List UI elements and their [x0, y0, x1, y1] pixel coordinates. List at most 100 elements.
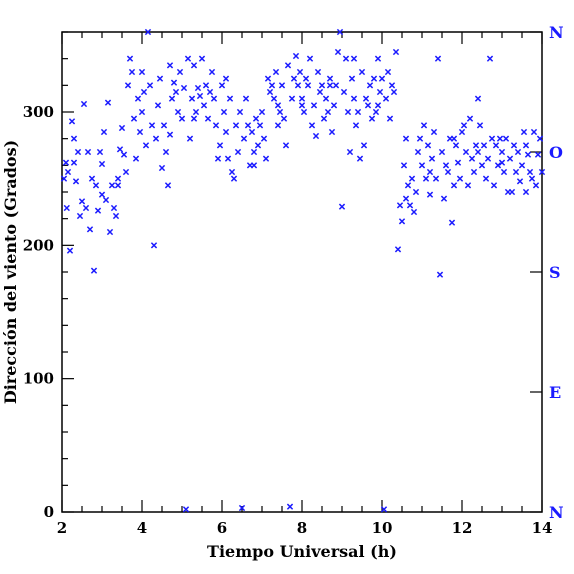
data-point — [248, 128, 256, 136]
data-point — [164, 182, 172, 189]
data-point — [104, 99, 112, 106]
data-point — [190, 62, 198, 69]
data-point — [63, 204, 70, 212]
data-point — [524, 151, 532, 158]
data-point — [360, 142, 368, 149]
data-point — [436, 271, 444, 278]
data-point — [518, 162, 526, 169]
x-tick-label: 12 — [452, 519, 473, 537]
data-point — [322, 95, 330, 102]
data-point — [166, 131, 174, 138]
data-point — [132, 155, 140, 162]
data-point — [74, 148, 82, 156]
data-point — [86, 226, 94, 233]
data-point — [356, 155, 364, 162]
data-point — [498, 148, 506, 156]
data-point — [402, 195, 410, 202]
data-point — [352, 122, 360, 129]
data-point — [386, 115, 394, 122]
data-point — [218, 82, 226, 89]
data-point — [108, 182, 116, 189]
data-point — [496, 135, 504, 142]
y-tick-label: 0 — [44, 503, 54, 521]
data-point — [426, 168, 434, 176]
data-point — [120, 151, 128, 158]
data-point — [280, 115, 288, 122]
data-point — [482, 175, 490, 182]
data-point — [138, 108, 146, 116]
data-point — [90, 267, 98, 274]
y-tick-labels: 0 100 200 300 — [23, 103, 54, 521]
data-point — [534, 151, 542, 158]
data-point — [536, 135, 544, 142]
data-point — [502, 135, 510, 142]
data-point — [392, 48, 400, 56]
data-point — [118, 124, 126, 132]
data-point — [170, 79, 178, 86]
data-point — [412, 188, 420, 196]
data-point — [354, 108, 362, 116]
data-point — [150, 242, 158, 249]
data-point — [154, 102, 162, 109]
data-point — [268, 82, 276, 89]
data-point — [398, 218, 406, 225]
data-point — [134, 95, 142, 102]
data-point — [122, 168, 130, 176]
data-point — [228, 168, 236, 176]
data-point — [70, 135, 78, 142]
data-point — [440, 195, 448, 202]
data-point — [324, 108, 332, 116]
data-point — [456, 175, 464, 182]
data-point — [274, 102, 282, 109]
x-tick-label: 10 — [372, 519, 393, 537]
data-point — [330, 102, 338, 109]
data-point — [358, 68, 366, 76]
data-point — [284, 62, 292, 69]
data-point — [168, 95, 176, 102]
data-point — [462, 148, 470, 156]
data-point — [414, 148, 422, 156]
data-point — [334, 48, 342, 56]
data-point — [472, 142, 480, 149]
data-point — [272, 68, 280, 76]
compass-label: E — [549, 383, 561, 402]
data-point — [236, 108, 244, 116]
data-point — [98, 191, 106, 198]
data-point — [286, 503, 294, 510]
data-point — [258, 108, 266, 116]
data-point — [450, 135, 458, 142]
data-point — [146, 82, 154, 89]
data-point — [434, 55, 442, 62]
x-tick-labels: 2 4 6 8 10 12 14 — [57, 519, 553, 537]
data-point — [256, 122, 264, 129]
data-point — [522, 188, 530, 196]
data-point — [198, 55, 206, 62]
data-point — [62, 159, 70, 166]
data-point — [410, 208, 418, 216]
data-point — [214, 155, 222, 162]
data-point — [138, 68, 146, 76]
data-point — [152, 135, 160, 142]
data-point — [130, 115, 138, 122]
data-point — [418, 162, 426, 169]
data-point — [166, 62, 174, 69]
compass-label: S — [549, 263, 561, 282]
data-point — [328, 128, 336, 136]
data-point — [326, 82, 334, 89]
data-point — [510, 142, 518, 149]
data-point — [174, 108, 182, 116]
data-point — [282, 142, 290, 149]
data-point — [370, 75, 378, 82]
data-point — [226, 95, 234, 102]
data-point — [520, 128, 528, 136]
data-point — [368, 115, 376, 122]
data-point — [240, 135, 248, 142]
data-point — [454, 159, 462, 166]
data-point — [430, 128, 438, 136]
y-tick-label: 300 — [23, 103, 54, 121]
data-point — [98, 160, 106, 168]
data-point — [102, 196, 110, 204]
data-point — [394, 246, 402, 253]
data-point — [88, 175, 96, 182]
